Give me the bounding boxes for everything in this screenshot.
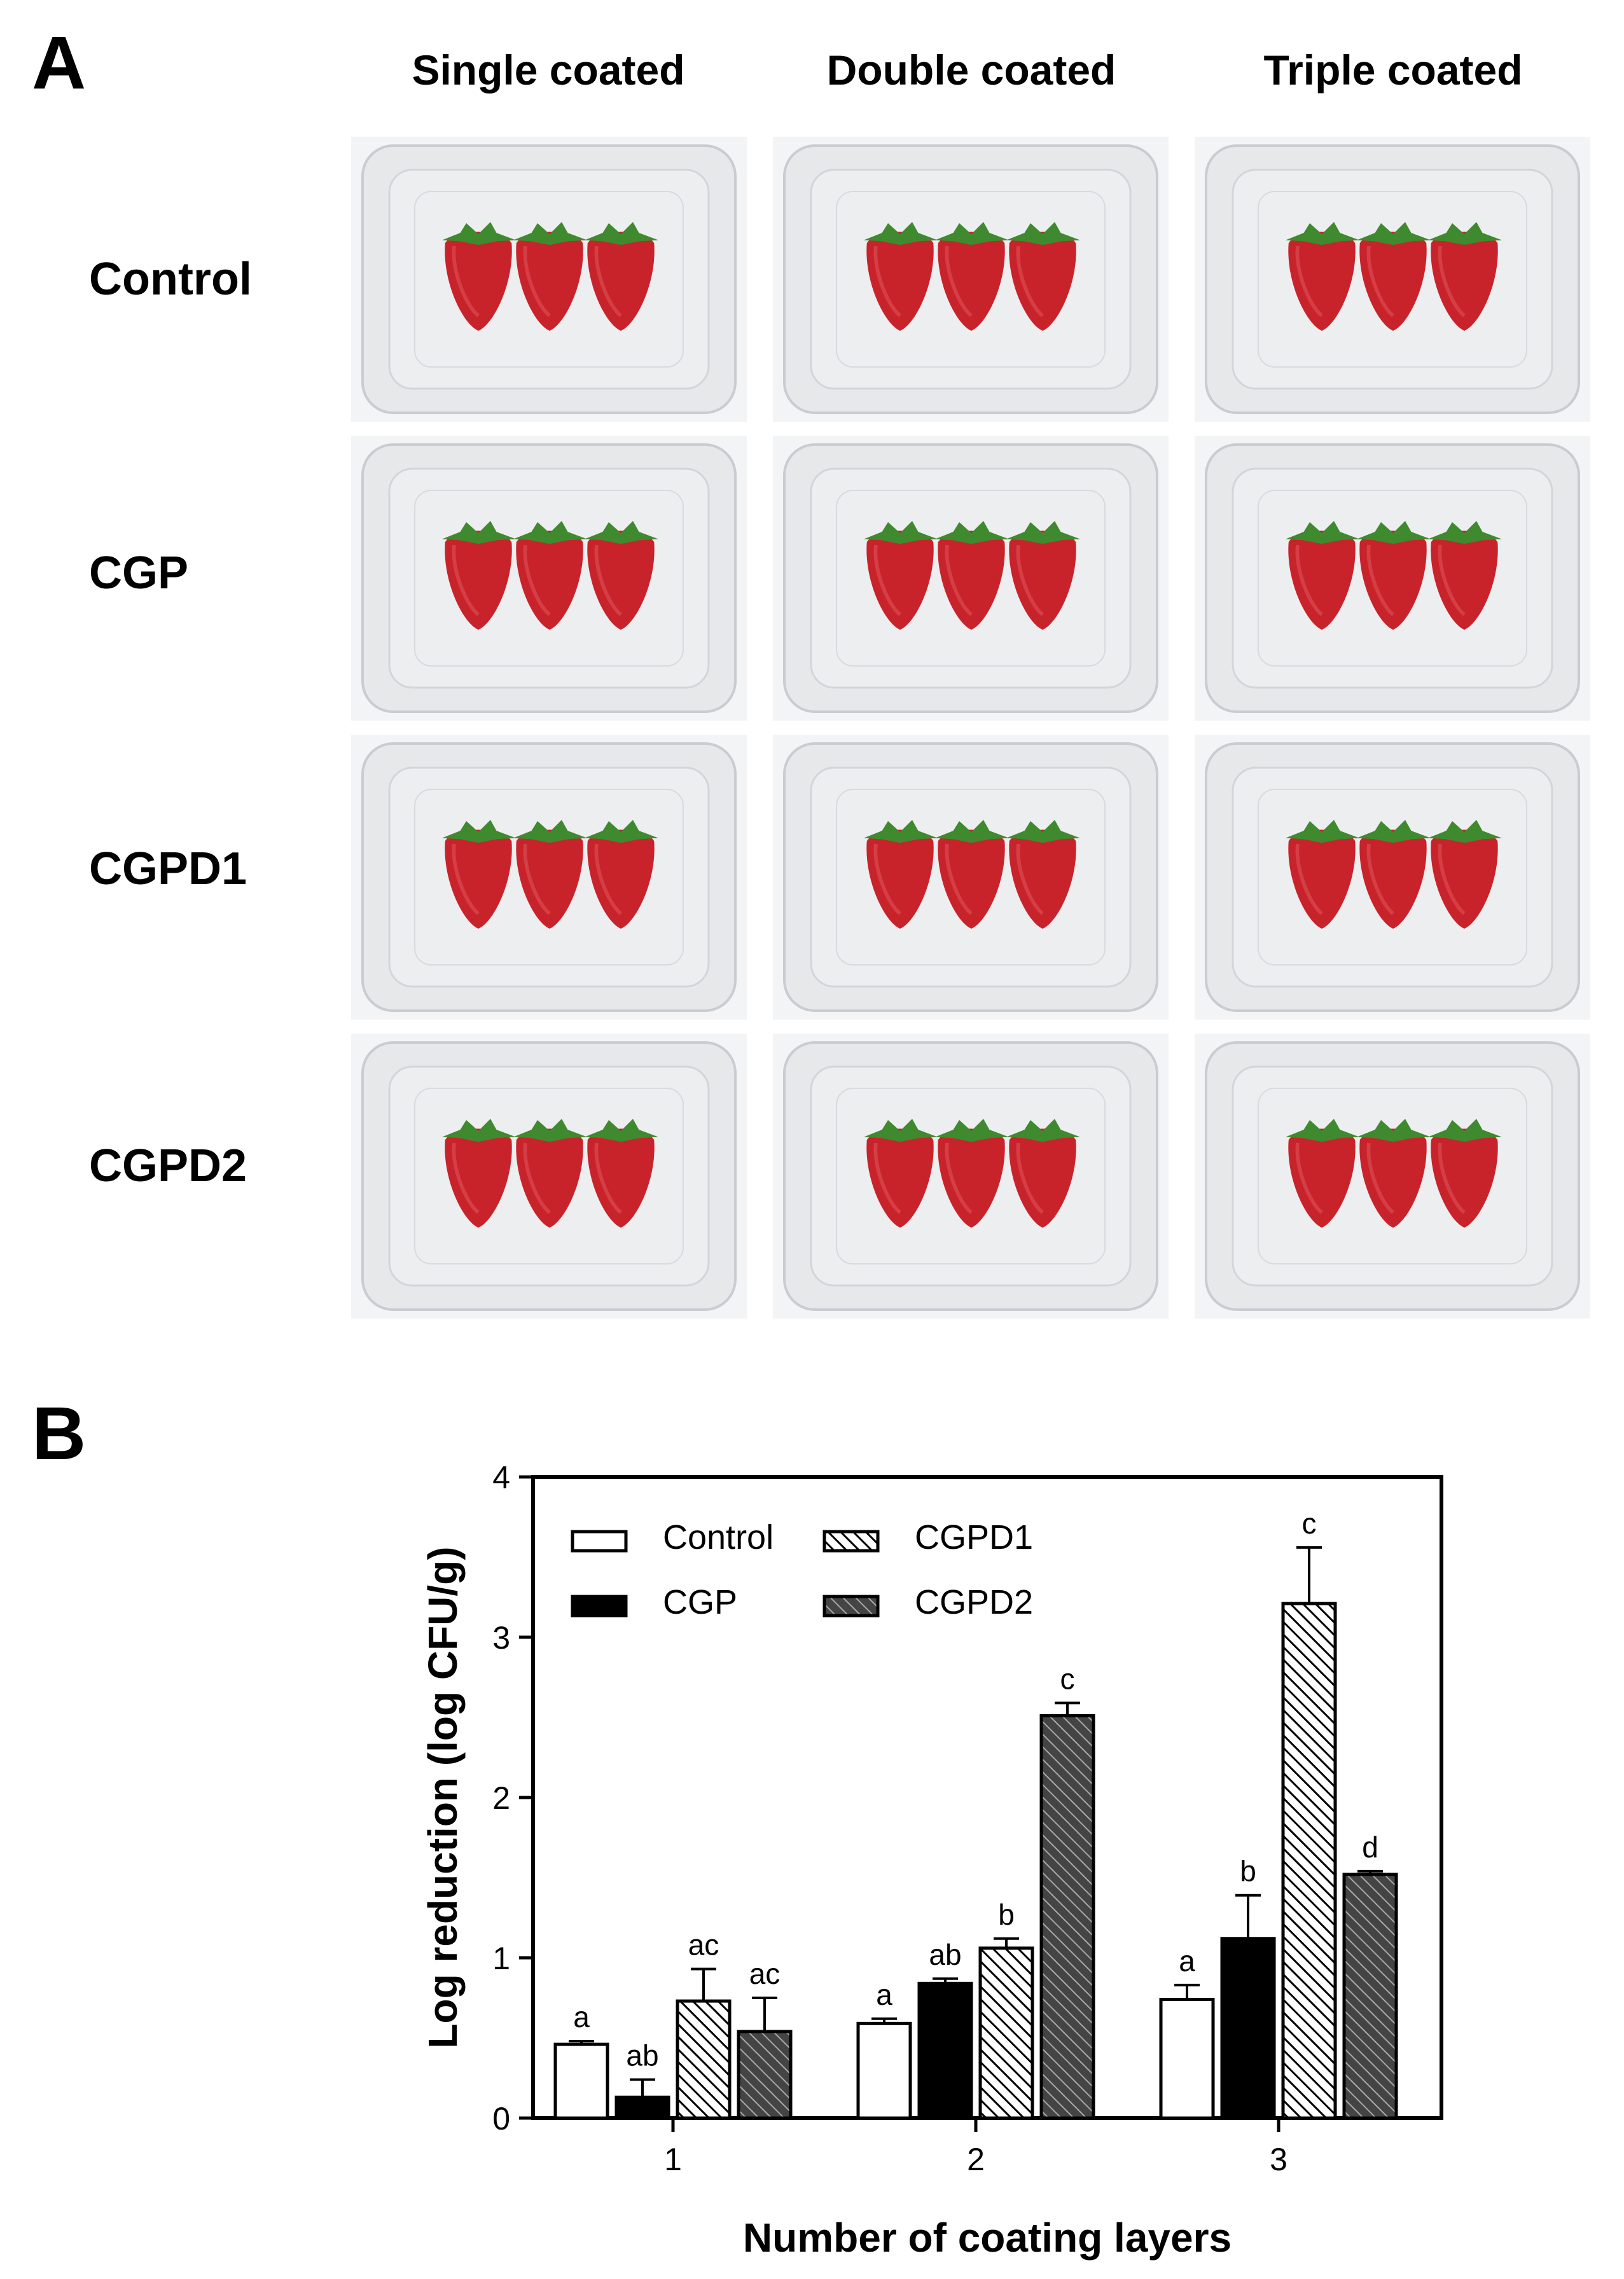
bar-cgpd1-3	[1281, 1602, 1337, 2120]
legend-label-cgp: CGP	[663, 1583, 737, 1621]
photo-cgpd1-triple-coated	[1195, 735, 1590, 1020]
row-header-cgpd1: CGPD1	[89, 843, 247, 894]
photo-cgpd1-single-coated	[351, 735, 747, 1020]
x-tick-label: 1	[664, 2142, 682, 2177]
bar-cgpd2-2	[1039, 1714, 1095, 2120]
photo-cgp-single-coated	[351, 436, 747, 721]
significance-letter: b	[998, 1898, 1015, 1931]
y-tick-label: 3	[492, 1620, 510, 1656]
photo-cgpd2-double-coated	[773, 1034, 1169, 1319]
photo-control-triple-coated	[1195, 137, 1590, 422]
photo-cgp-double-coated	[773, 436, 1169, 721]
bar-control-1	[553, 2042, 609, 2120]
significance-letter: a	[573, 2000, 590, 2033]
x-tick-label: 2	[967, 2142, 985, 2177]
photo-control-single-coated	[351, 137, 747, 422]
significance-letter: ac	[688, 1929, 719, 1962]
significance-letter: ab	[929, 1938, 961, 1971]
bar-control-3	[1159, 1998, 1215, 2120]
y-tick-label: 4	[492, 1460, 510, 1495]
legend-swatch-cgp	[571, 1595, 628, 1617]
legend-label-cgpd1: CGPD1	[915, 1518, 1033, 1556]
legend-swatch-cgpd2	[822, 1595, 880, 1617]
legend-swatch-cgpd1	[822, 1530, 880, 1553]
significance-letter: b	[1240, 1855, 1256, 1888]
significance-letter: c	[1302, 1507, 1317, 1540]
column-header-double-coated: Double coated	[826, 46, 1116, 94]
bar-cgp-2	[917, 1981, 973, 2120]
bar-cgpd2-1	[737, 2030, 793, 2120]
column-header-single-coated: Single coated	[412, 46, 685, 94]
legend-swatch-control	[571, 1530, 628, 1553]
y-axis-label: Log reduction (log CFU/g)	[420, 1546, 466, 2048]
significance-letter: a	[876, 1978, 892, 2011]
column-header-triple-coated: Triple coated	[1263, 46, 1523, 94]
significance-letter: a	[1179, 1944, 1195, 1978]
row-header-cgpd2: CGPD2	[89, 1140, 247, 1191]
row-header-cgp: CGP	[89, 548, 189, 599]
photo-cgpd2-triple-coated	[1195, 1034, 1590, 1319]
x-axis-label: Number of coating layers	[743, 2215, 1232, 2261]
bar-cgp-3	[1220, 1937, 1276, 2120]
photo-cgp-triple-coated	[1195, 436, 1590, 721]
bar-cgpd2-3	[1342, 1873, 1398, 2120]
bar-control-2	[856, 2021, 912, 2120]
legend-label-control: Control	[663, 1518, 774, 1556]
x-tick-label: 3	[1270, 2142, 1287, 2177]
row-header-control: Control	[89, 254, 252, 305]
photo-cgpd1-double-coated	[773, 735, 1169, 1020]
bar-cgpd1-1	[676, 1999, 732, 2120]
y-tick-label: 1	[492, 1941, 510, 1976]
significance-letter: d	[1362, 1831, 1378, 1864]
significance-letter: c	[1060, 1662, 1075, 1695]
photo-control-double-coated	[773, 137, 1169, 422]
bar-cgp-1	[614, 2095, 670, 2120]
panel-a-letter: A	[32, 21, 87, 105]
y-tick-label: 0	[492, 2101, 510, 2137]
significance-letter: ac	[749, 1957, 781, 1990]
panel-b-letter: B	[32, 1392, 87, 1476]
legend-label-cgpd2: CGPD2	[915, 1583, 1033, 1621]
y-tick-label: 2	[492, 1780, 510, 1816]
photo-cgpd2-single-coated	[351, 1034, 747, 1319]
bar-cgpd1-2	[978, 1946, 1034, 2120]
significance-letter: ab	[626, 2039, 658, 2072]
